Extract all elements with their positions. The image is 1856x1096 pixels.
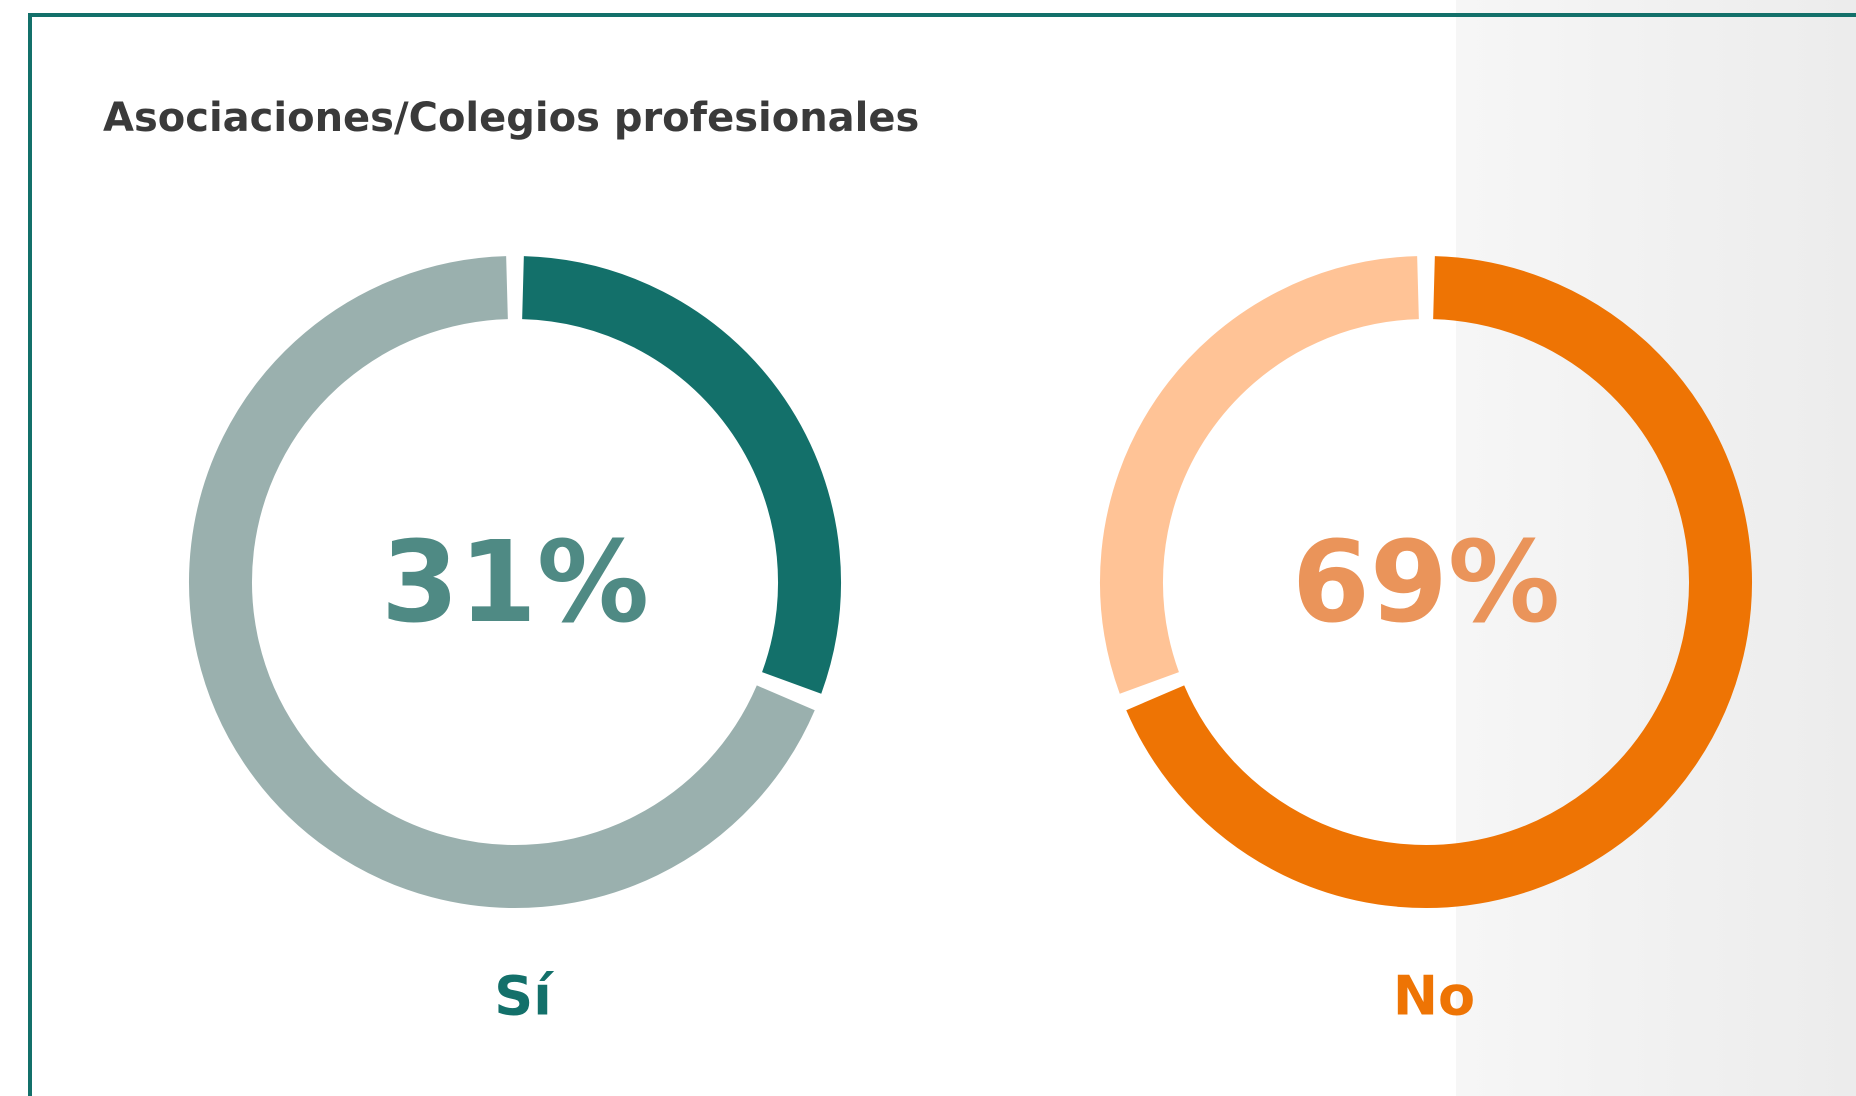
category-label: Sí (494, 965, 554, 1028)
donut-segment (1100, 256, 1420, 694)
background-image (1456, 0, 1856, 1096)
donut-segment (521, 256, 841, 694)
donut-segment (189, 256, 815, 908)
center-value-label: 69% (1292, 518, 1560, 648)
title: Asociaciones/Colegios profesionales (103, 95, 919, 141)
center-value-label: 31% (381, 518, 649, 648)
category-label: No (1393, 965, 1475, 1028)
donut-segment (1126, 256, 1752, 908)
